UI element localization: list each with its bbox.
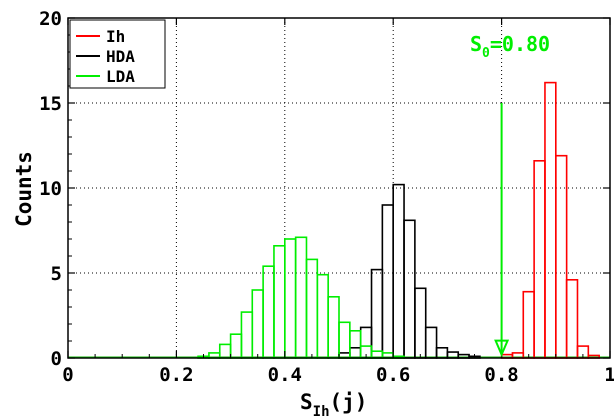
bar-ih bbox=[565, 278, 579, 359]
threshold-label-main: S bbox=[470, 32, 482, 56]
bar-ih bbox=[522, 290, 535, 359]
bar-hda bbox=[370, 268, 384, 359]
x-axis-label-sub: Ih bbox=[313, 404, 330, 420]
bar-ih bbox=[511, 352, 525, 359]
x-axis-label-main: S bbox=[300, 390, 313, 414]
bar-lda bbox=[294, 236, 308, 359]
bar-hda bbox=[435, 346, 449, 359]
x-tick-label: 1 bbox=[604, 364, 614, 386]
legend-label-ih: Ih bbox=[106, 27, 125, 46]
x-axis-label-tail: (j) bbox=[330, 390, 368, 414]
y-tick-label: 20 bbox=[39, 8, 62, 30]
bar-hda bbox=[381, 204, 394, 359]
y-tick-label: 5 bbox=[51, 263, 62, 285]
bar-lda bbox=[349, 329, 362, 359]
x-tick-label: 0.6 bbox=[376, 364, 410, 386]
bar-lda bbox=[283, 238, 297, 359]
bar-lda bbox=[208, 352, 221, 359]
threshold-label-sub: 0 bbox=[482, 46, 490, 61]
x-tick-label: 0.4 bbox=[268, 364, 302, 386]
grid-lines bbox=[68, 18, 610, 358]
bar-lda bbox=[316, 273, 329, 359]
bar-hda bbox=[349, 346, 362, 359]
legend-box bbox=[69, 19, 166, 89]
bar-hda bbox=[414, 287, 427, 359]
bar-ih bbox=[554, 154, 568, 359]
bar-lda bbox=[381, 352, 394, 359]
histogram-bars bbox=[68, 81, 610, 359]
bar-lda bbox=[273, 245, 286, 359]
legend-label-hda: HDA bbox=[106, 47, 135, 66]
y-tick-label: 15 bbox=[39, 93, 62, 115]
x-tick-label: 0.8 bbox=[484, 364, 518, 386]
y-tick-label: 10 bbox=[39, 178, 62, 200]
x-axis-label: SIh(j) bbox=[300, 390, 367, 420]
bar-hda bbox=[392, 183, 405, 359]
bar-hda bbox=[403, 219, 416, 359]
bar-lda bbox=[305, 258, 319, 359]
bar-lda bbox=[240, 311, 254, 359]
bar-lda bbox=[229, 333, 243, 359]
bar-lda bbox=[262, 265, 275, 359]
threshold-label: S0=0.80 bbox=[470, 32, 550, 61]
bar-lda bbox=[218, 343, 232, 359]
threshold-arrow-head bbox=[494, 339, 510, 358]
x-tick-label: 0 bbox=[62, 364, 73, 386]
threshold-label-tail: =0.80 bbox=[490, 32, 550, 56]
y-axis-label: Counts bbox=[12, 151, 36, 227]
bar-lda bbox=[251, 289, 264, 359]
threshold-annotation: S0=0.80 bbox=[470, 32, 550, 358]
bar-ih bbox=[544, 81, 557, 359]
bar-hda bbox=[424, 326, 438, 359]
y-tick-label: 0 bbox=[51, 348, 62, 370]
x-tick-label: 0.2 bbox=[159, 364, 193, 386]
bar-hda bbox=[359, 326, 373, 359]
bar-lda bbox=[327, 295, 340, 359]
legend-label-lda: LDA bbox=[106, 67, 135, 86]
bar-ih bbox=[533, 160, 546, 359]
